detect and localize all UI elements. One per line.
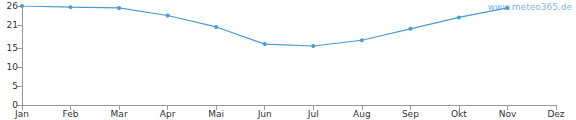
svg-text:Feb: Feb [63,109,79,119]
svg-text:Sep: Sep [402,109,419,119]
svg-text:15: 15 [7,43,18,53]
svg-text:26: 26 [7,1,19,11]
svg-text:www.meteo365.de: www.meteo365.de [488,2,573,12]
svg-text:Jul: Jul [307,109,319,119]
svg-text:Aug: Aug [353,109,371,119]
svg-text:Jun: Jun [257,109,272,119]
svg-text:0: 0 [12,100,18,110]
svg-text:5: 5 [12,81,18,91]
svg-text:10: 10 [7,62,19,72]
svg-text:Mar: Mar [111,109,128,119]
svg-text:Mai: Mai [208,109,224,119]
svg-text:Nov: Nov [499,109,517,119]
svg-text:Jan: Jan [14,109,29,119]
svg-text:Okt: Okt [451,109,467,119]
svg-text:21: 21 [7,20,18,30]
svg-text:Apr: Apr [160,109,176,119]
svg-text:Dez: Dez [547,109,564,119]
